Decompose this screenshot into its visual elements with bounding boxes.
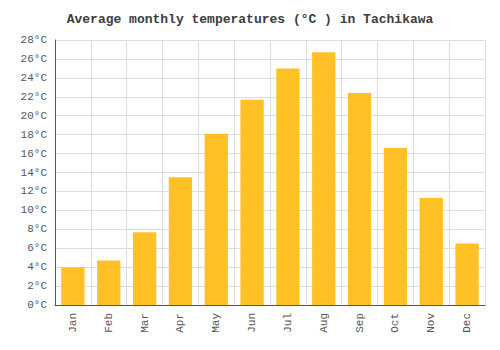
svg-text:Jun: Jun — [246, 313, 258, 333]
svg-text:0°C: 0°C — [27, 299, 47, 311]
svg-text:2°C: 2°C — [27, 280, 47, 292]
svg-text:6°C: 6°C — [27, 242, 47, 254]
svg-text:4°C: 4°C — [27, 261, 47, 273]
svg-text:24°C: 24°C — [21, 72, 48, 84]
svg-text:Average monthly temperatures (: Average monthly temperatures (°C ) in Ta… — [67, 12, 434, 27]
svg-text:18°C: 18°C — [21, 129, 48, 141]
svg-text:May: May — [210, 313, 222, 333]
svg-text:12°C: 12°C — [21, 185, 48, 197]
svg-text:Nov: Nov — [425, 313, 437, 333]
svg-text:Jul: Jul — [282, 313, 294, 333]
svg-text:Dec: Dec — [461, 313, 473, 333]
svg-text:Jan: Jan — [67, 313, 79, 333]
svg-text:14°C: 14°C — [21, 167, 48, 179]
svg-text:Mar: Mar — [139, 313, 151, 333]
svg-text:Feb: Feb — [103, 313, 115, 333]
svg-text:Oct: Oct — [389, 313, 401, 333]
svg-text:8°C: 8°C — [27, 223, 47, 235]
svg-text:20°C: 20°C — [21, 110, 48, 122]
svg-text:Sep: Sep — [354, 313, 366, 333]
svg-text:28°C: 28°C — [21, 34, 48, 46]
svg-text:Apr: Apr — [174, 313, 186, 333]
svg-text:16°C: 16°C — [21, 148, 48, 160]
svg-text:22°C: 22°C — [21, 91, 48, 103]
svg-text:26°C: 26°C — [21, 53, 48, 65]
svg-text:10°C: 10°C — [21, 204, 48, 216]
svg-text:Aug: Aug — [318, 313, 330, 333]
